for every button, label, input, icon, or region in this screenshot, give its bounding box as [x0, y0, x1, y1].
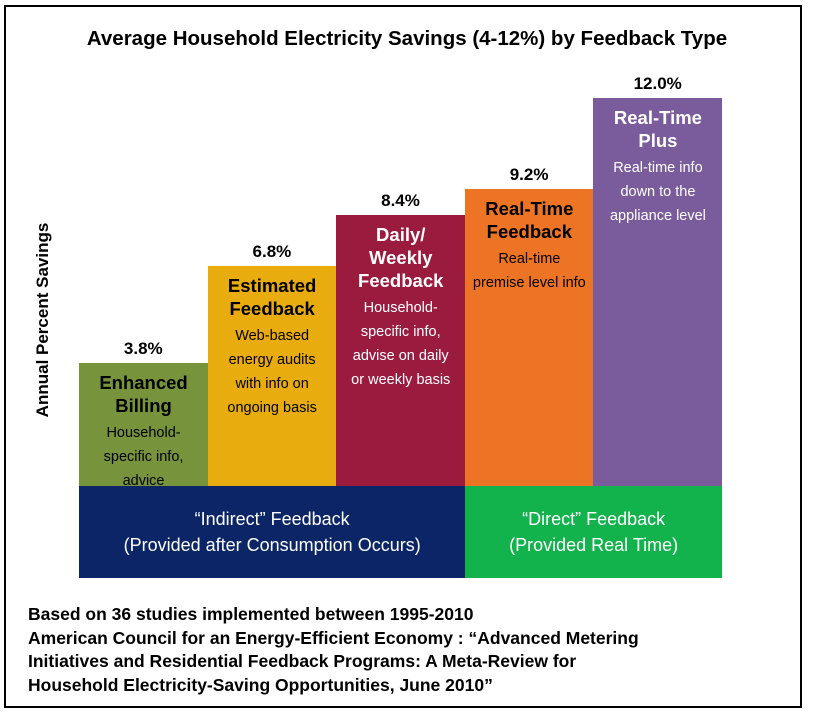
bar-4: Real-Time Feedback Real-time premise leve… [464, 188, 594, 486]
footer-line: Initiatives and Residential Feedback Pro… [28, 651, 577, 671]
group-label: “Indirect” Feedback [194, 509, 350, 529]
data-label: 8.4% [381, 190, 420, 210]
group-label: “Direct” Feedback [522, 509, 666, 529]
chart-border [4, 5, 802, 708]
bar-description: Web-based energy audits with info on ong… [227, 328, 317, 417]
feedback-group-band: “Direct” Feedback (Provided Real Time) [464, 486, 723, 578]
footer-line: Household Electricity-Saving Opportuniti… [28, 674, 493, 695]
bar-description: Household-specific info, advice [103, 425, 184, 490]
bar-2: Estimated Feedback Web-based energy audit… [207, 266, 337, 486]
source-footer: Based on 36 studies implemented between … [28, 603, 639, 697]
footer-line: American Council for an Energy-Efficient… [28, 627, 639, 648]
feedback-group-band: “Indirect” Feedback (Provided after Consu… [79, 486, 466, 578]
bar-category-label: Real-Time Plus [613, 107, 702, 152]
bar-description: Real-time info down to the appliance lev… [609, 160, 706, 225]
chart-title: Average Household Electricity Savings (4… [86, 27, 728, 50]
group-label: (Provided Real Time) [509, 535, 679, 555]
bar-1: Enhanced Billing Household-specific info,… [79, 363, 209, 489]
data-label: 6.8% [252, 242, 292, 262]
data-label: 3.8% [123, 339, 163, 359]
bar-category-label: Daily/ Weekly Feedback [358, 223, 444, 291]
bar-description: Real-time premise level info [472, 250, 586, 291]
y-axis-label: Annual Percent Savings [33, 222, 52, 418]
footer-line: Based on 36 studies implemented between … [28, 604, 474, 624]
bar-description: Household-specific info, advise on daily… [351, 299, 451, 388]
data-label: 12.0% [633, 74, 682, 94]
bar-5: Real-Time Plus Real-time info down to the… [593, 98, 723, 486]
data-label: 9.2% [509, 164, 549, 184]
bar-category-label: Enhanced Billing [99, 372, 188, 417]
bar-category-label: Real-Time Feedback [485, 197, 574, 242]
group-label: (Provided after Consumption Occurs) [123, 535, 421, 555]
bar-category-label: Estimated Feedback [227, 275, 317, 320]
bar-3: Daily/ Weekly Feedback Household-specific… [336, 214, 466, 486]
